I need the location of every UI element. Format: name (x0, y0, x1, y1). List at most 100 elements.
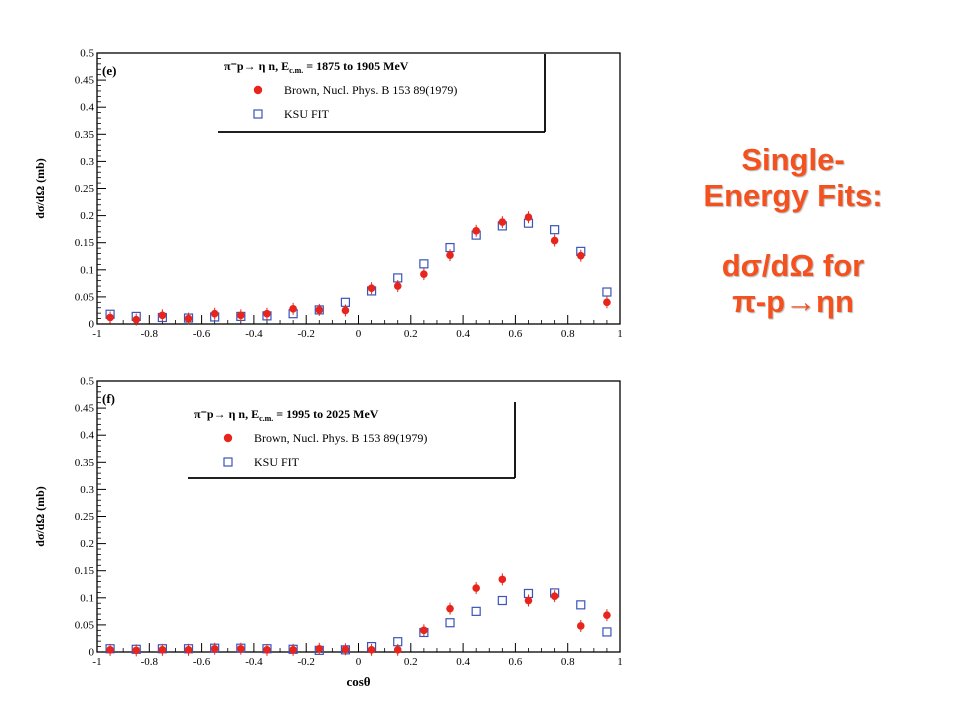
panel-f-brown-data-point (576, 622, 585, 630)
panel-f-brown-data-point (603, 611, 611, 619)
panel-e-legend-entry-ksu: KSU FIT (284, 107, 330, 121)
panel-f-brown-data-point (210, 644, 219, 653)
panel-f-panel-label: (f) (102, 391, 115, 406)
panel-e-legend-entry-brown: Brown, Nucl. Phys. B 153 89(1979) (284, 83, 457, 97)
panel-e-ytick-label: 0.3 (80, 156, 94, 168)
panel-f-brown-data-point (289, 646, 297, 654)
panel-e-brown-data-point (237, 311, 245, 320)
panel-e-ksu-fit-point (419, 259, 429, 269)
panel-e-brown-data-point (289, 305, 297, 313)
panel-f-brown-data-point (498, 575, 507, 584)
panel-f-xtick-label: -0.6 (193, 656, 211, 668)
panel-e-brown-data-point (341, 306, 350, 315)
side-title: Single- Energy Fits: dσ/dΩ for π-p→ηn (648, 142, 938, 320)
panel-e-brown-data-point (263, 309, 271, 318)
panel-e-xtick-label: 0.6 (509, 328, 523, 340)
panel-e-brown-data-point (603, 298, 611, 307)
panel-e-ytick-label: 0.4 (80, 102, 94, 114)
panel-f-ytick-label: 0.25 (75, 511, 95, 523)
panel-e-brown-data-point (393, 282, 402, 290)
panel-f-xtick-label: 0 (356, 656, 362, 668)
side-subtitle-line3: dσ/dΩ for (721, 248, 865, 283)
panel-f-ksu-fit-point (445, 618, 455, 628)
panel-f-xtick-label: 0.6 (509, 656, 523, 668)
panel-e-ytick-label: 0.35 (75, 129, 95, 141)
panel-f-ytick-label: 0 (89, 647, 95, 659)
panel-f-ytick-label: 0.45 (75, 403, 95, 415)
panel-e-xtick-label: -0.2 (297, 328, 314, 340)
panel-e-ytick-label: 0.15 (75, 237, 95, 249)
panel-f-ytick-label: 0.1 (80, 592, 94, 604)
panel-f-brown-data-point (367, 646, 376, 654)
panel-e-brown-data-point (420, 270, 428, 278)
side-subtitle-pi: π (732, 284, 756, 319)
panel-e-ytick-label: 0.1 (80, 264, 94, 276)
panel-f-xtick-label: -0.2 (297, 656, 314, 668)
panel-f-ksu-fit-point (497, 595, 507, 606)
panel-e-brown-data-point (498, 218, 507, 226)
panel-f-ytick-label: 0.4 (80, 430, 94, 442)
panel-f-legend-energy-range: = 1995 to 2025 MeV (273, 407, 378, 421)
panel-f-xtick-label: 1 (617, 656, 623, 668)
panel-e-y-axis-label: dσ/dΩ (mb) (33, 158, 47, 218)
panel-f-brown-data-point (237, 644, 245, 653)
panel-f-brown-data-point (315, 644, 324, 653)
panel-e-legend-header: π⁻p→ η n, Ec.m. = 1875 to 1905 MeV (224, 59, 409, 75)
panel-f-ytick-label: 0.15 (75, 565, 95, 577)
panel-e-ksu-fit-point (602, 287, 612, 297)
chart-panel-f: 0 0.05 0.1 0.15 0.2 0.25 0.3 0.35 0.4 0.45 0.5 -1 -0… (33, 376, 623, 690)
panel-e-brown-data-point (524, 213, 533, 222)
panel-e-brown-data-point (106, 313, 114, 322)
panel-f-brown-data-point (472, 584, 480, 592)
panel-e-ytick-label: 0.05 (75, 291, 95, 303)
panel-f-legend-header: π⁻p→ η n, Ec.m. = 1995 to 2025 MeV (194, 407, 379, 423)
side-title-line2: Energy Fits: (703, 178, 883, 213)
panel-e-ytick-label: 0.5 (80, 48, 94, 60)
panel-e-brown-data-point (550, 236, 559, 245)
panel-f-plot-frame (96, 380, 621, 653)
panel-e-xtick-label: -0.4 (245, 328, 263, 340)
panel-f-brown-data-point (106, 646, 114, 654)
side-subtitle-minus-sup: - (755, 284, 767, 319)
panel-f-xtick-label: 0.8 (561, 656, 575, 668)
panel-e-brown-data-point (446, 251, 454, 259)
panel-e-brown-data-point (367, 284, 376, 293)
panel-f-ytick-label: 0.5 (80, 376, 94, 388)
panel-e-ytick-label: 0.2 (80, 210, 94, 222)
panel-f-xtick-label: -1 (92, 656, 101, 668)
panel-f-legend-marker-brown (223, 433, 233, 443)
panel-f-brown-data-point (524, 596, 533, 605)
panel-e-brown-data-point (210, 309, 219, 318)
panel-f-legend-marker-ksu (223, 457, 233, 467)
panel-e-legend-marker-brown (253, 85, 263, 95)
panel-e-ytick-label: 0 (89, 319, 95, 331)
panel-f-ytick-label: 0.05 (75, 619, 95, 631)
panel-e-ksu-fit-point (550, 225, 560, 235)
panel-f-ksu-fit-point (471, 606, 481, 616)
panel-f-ksu-fit-point (602, 627, 612, 637)
panel-f-xtick-label: -0.4 (245, 656, 263, 668)
side-subtitle-line4: π-p→ηn (648, 284, 938, 320)
panel-f-y-axis-label: dσ/dΩ (mb) (33, 486, 47, 546)
panel-f-xtick-label: -0.8 (141, 656, 159, 668)
panel-f-brown-data-point (420, 626, 428, 635)
panel-f-ytick-label: 0.3 (80, 484, 94, 496)
panel-f-brown-data-point (393, 646, 402, 654)
panel-e-panel-label: (e) (102, 63, 116, 78)
panel-e-brown-data-point (184, 314, 193, 323)
panel-f-brown-data-point (132, 646, 141, 655)
panel-f-xtick-label: 0.2 (404, 656, 418, 668)
panel-f-legend-entry-ksu: KSU FIT (254, 455, 300, 469)
panel-e-xtick-label: 0.2 (404, 328, 418, 340)
panel-e-xtick-label: -0.6 (193, 328, 211, 340)
panel-f-legend-reaction: π⁻p→ η n, E (194, 407, 259, 421)
panel-f-ksu-fit-point (576, 600, 586, 610)
panel-f-xtick-label: 0.4 (456, 656, 470, 668)
panel-f-x-axis-label: cosθ (346, 674, 370, 689)
panel-f-brown-data-point (158, 646, 167, 654)
panel-e-brown-data-point (158, 311, 167, 320)
panel-e-xtick-label: 0 (356, 328, 362, 340)
panel-f-ytick-label: 0.2 (80, 538, 94, 550)
panel-e-xtick-label: -1 (92, 328, 101, 340)
side-subtitle-reaction: p→ηn (766, 284, 854, 319)
